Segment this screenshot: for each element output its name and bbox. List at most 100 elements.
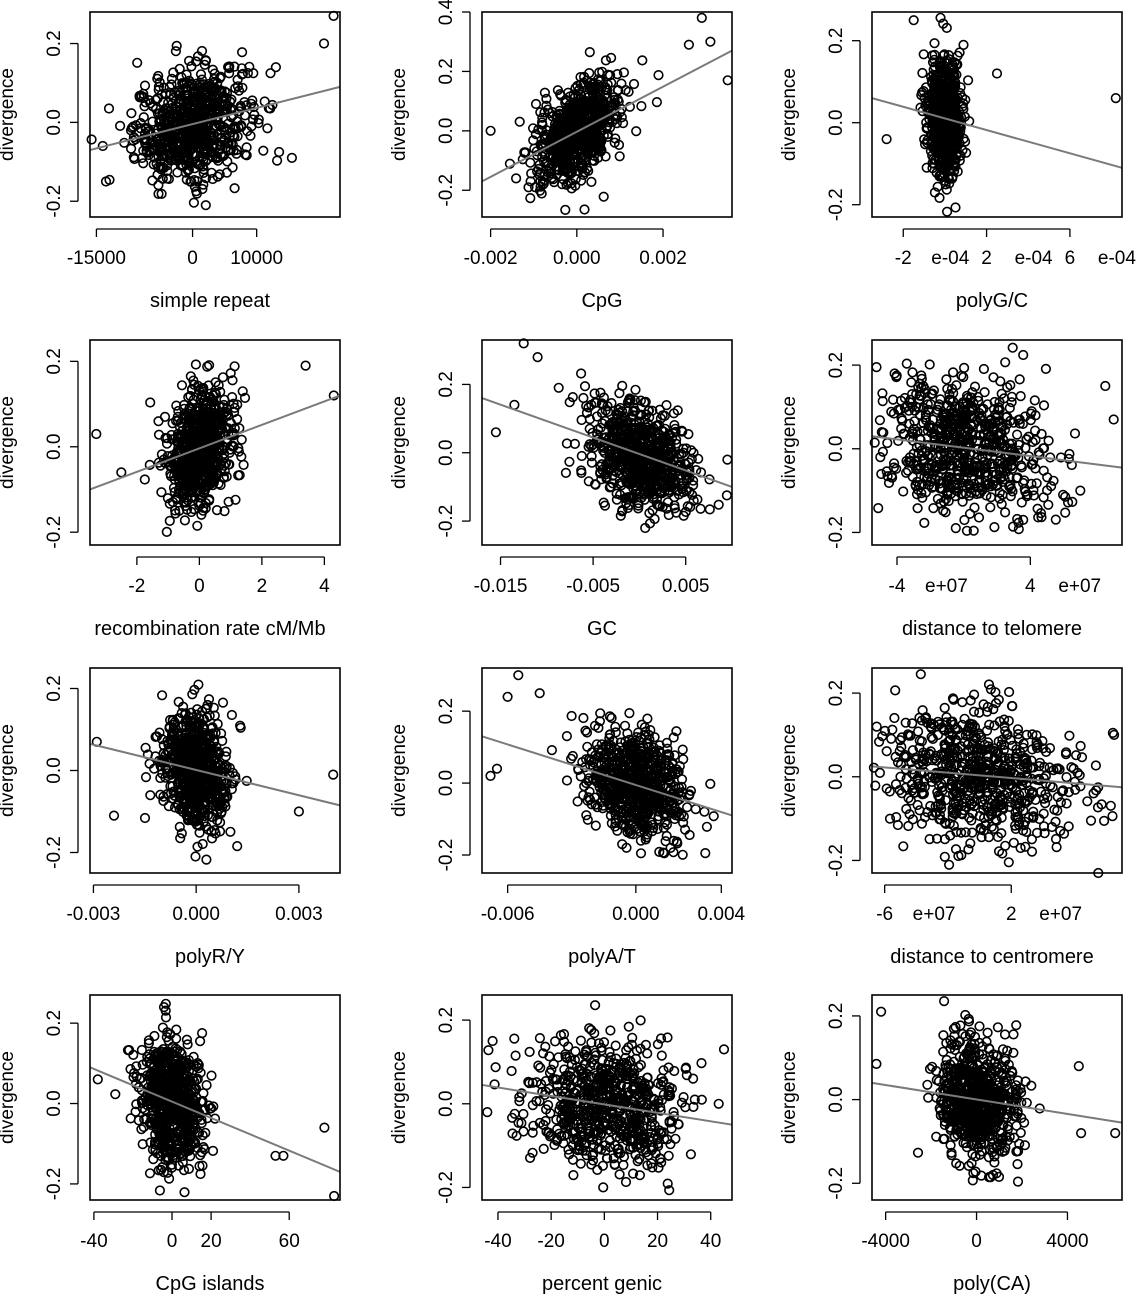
data-point [1000,357,1011,368]
data-point [175,94,186,105]
x-tick-exponent: e-04 [931,248,969,269]
data-point [237,47,248,58]
data-point [161,526,172,538]
data-point [181,140,193,151]
x-tick-label: 0.000 [553,248,601,269]
data-point [637,55,648,66]
y-axis: -0.20.00.2 [44,348,79,549]
data-point [191,186,202,197]
y-tick-label: 0.4 [436,0,457,25]
points-group [86,10,339,211]
data-point [174,63,185,74]
data-point [156,487,167,498]
data-point [576,414,587,426]
data-point [510,173,522,184]
data-point [236,63,247,74]
data-point [192,124,203,136]
x-axis: -15000 0 10000 [67,228,283,269]
data-point [958,39,969,51]
data-point [249,109,260,120]
data-point [162,160,173,171]
data-point [158,82,169,93]
data-point [893,435,904,447]
data-point [1069,428,1081,439]
x-tick-label: 0.005 [662,576,710,597]
data-point [200,200,211,211]
data-point [490,427,502,438]
data-point [527,123,539,134]
data-point [286,152,298,163]
data-point [161,173,172,184]
data-point [962,75,974,86]
x-tick-exponent: e-04 [1015,248,1053,269]
points-group [869,342,1119,536]
data-point [241,142,252,153]
y-axis: -0.20.00.2 [436,371,471,538]
data-point [579,204,590,215]
data-point [598,191,609,202]
data-point [200,55,211,66]
scatter-panel: -0.002 0.000 0.002CpG-0.20.00.20.4divergen… [389,0,733,312]
data-point [651,96,663,108]
y-tick-label: 0.0 [44,109,65,135]
data-point [1031,478,1042,489]
data-point [186,176,197,187]
data-point [300,360,311,371]
data-point [1110,92,1121,104]
data-point [579,381,591,392]
data-point [207,64,218,75]
data-point [586,176,597,187]
data-point [157,690,168,701]
x-axis-label: polyG/C [956,290,1028,312]
data-point [245,130,256,141]
x-axis: -4 e+07 4 e+07 [889,556,1101,597]
data-point [229,183,240,194]
data-point [197,838,208,850]
x-tick-exponent: e+07 [1058,576,1101,597]
y-axis: -0.20.00.20.4 [436,0,471,207]
data-point [230,83,241,94]
data-point [141,147,152,158]
data-point [177,79,188,90]
data-point [198,79,209,90]
data-point [934,192,945,203]
data-point [908,15,919,26]
data-point [695,503,706,514]
x-tick-label: -0.002 [464,248,518,269]
data-point [262,123,273,134]
data-point [636,100,647,112]
data-point [195,134,206,145]
x-tick-label: -15000 [67,248,126,269]
data-point [979,387,990,398]
data-point [160,103,171,114]
data-point [226,709,237,721]
data-point [200,136,211,148]
data-point [985,502,996,513]
points-group [485,12,733,215]
data-point [232,116,243,127]
data-point [168,92,179,103]
data-point [232,81,243,92]
data-point [186,61,197,72]
data-point [950,202,961,213]
y-tick-label: 0.2 [436,371,457,397]
data-point [874,415,886,426]
y-axis-label: divergence [779,396,800,489]
x-axis: -2 e-04 2 e-04 6 e-04 [895,228,1136,269]
data-point [207,173,218,185]
data-point [167,116,179,127]
data-point [1060,507,1071,518]
y-tick-label: -0.2 [436,505,457,538]
data-point [721,490,733,501]
data-point [564,456,575,467]
data-point [225,826,236,837]
data-point [1018,349,1029,361]
data-point [272,155,283,166]
y-axis-label: divergence [0,396,18,489]
y-tick-label: 0.2 [826,27,847,53]
data-point [195,69,207,80]
data-point [192,51,204,62]
data-point [195,102,206,113]
